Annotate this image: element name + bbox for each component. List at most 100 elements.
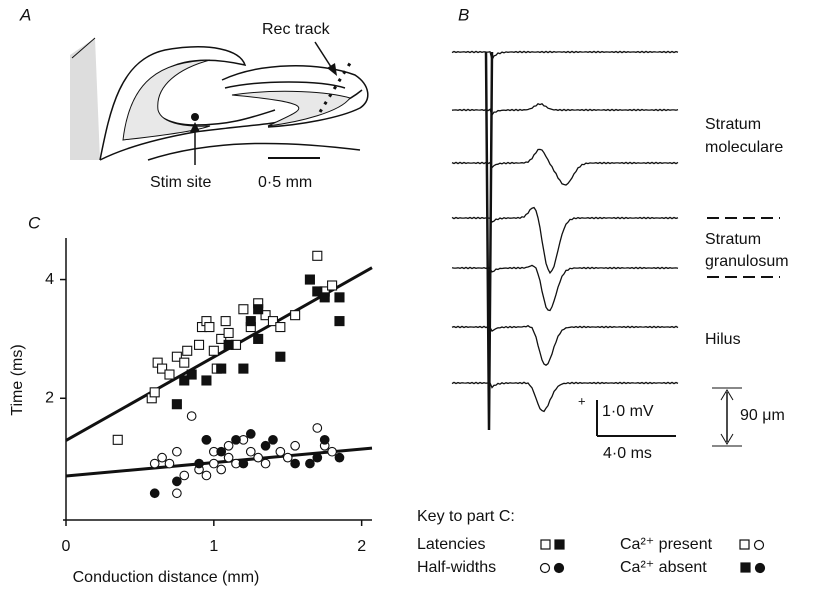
circle-point — [231, 434, 241, 445]
square-point — [186, 369, 197, 380]
square-point — [179, 357, 190, 368]
panel-label: A — [19, 5, 31, 24]
square-point — [253, 333, 264, 344]
circle-point — [186, 411, 197, 421]
circle-point — [282, 452, 293, 463]
square-point — [164, 369, 175, 380]
circle-point — [260, 458, 271, 469]
circle-point — [172, 446, 182, 457]
x-tick-label: 1 — [209, 538, 218, 555]
square-point — [223, 327, 234, 339]
traces — [451, 50, 679, 431]
layer-label: Hilus — [705, 331, 741, 348]
key-title: Key to part C: — [417, 508, 515, 525]
layer-label: granulosum — [705, 253, 789, 270]
key-entry: Latencies — [417, 536, 486, 553]
label: 4·0 ms — [603, 445, 652, 462]
square-point — [260, 310, 271, 321]
square-point — [253, 304, 264, 315]
y-tick-label: 4 — [45, 271, 54, 288]
label: 1·0 mV — [602, 403, 654, 420]
circle-point — [201, 470, 212, 481]
scatter-chart: Conduction distance (mm) Time (ms) 0 1 2 2 4 — [9, 238, 373, 586]
circle-point — [290, 440, 300, 451]
square-point — [216, 333, 227, 344]
trace — [451, 324, 679, 366]
panel-label: C — [28, 213, 41, 232]
stimulus-artifact — [484, 51, 494, 431]
layer-label: moleculare — [705, 139, 783, 156]
key-symbols — [539, 539, 766, 574]
circle-point — [275, 446, 286, 457]
square-point — [149, 387, 160, 398]
circle-point — [327, 446, 337, 457]
y-axis-label: Time (ms) — [9, 344, 26, 415]
panel-label: B — [458, 5, 469, 24]
square-point — [334, 316, 345, 327]
square-point — [204, 321, 215, 333]
circle-point — [334, 452, 345, 463]
square-point — [290, 310, 301, 321]
key-entry: Half-widths — [417, 559, 496, 576]
square-point — [334, 292, 345, 303]
depth-arrow — [712, 387, 742, 447]
key-entry: Ca²⁺ absent — [620, 559, 707, 576]
circle-point — [149, 458, 160, 469]
square-point — [171, 399, 182, 410]
square-point — [245, 316, 256, 327]
square-point — [312, 250, 323, 261]
hippocampus-drawing — [70, 37, 369, 165]
circle-point — [260, 440, 271, 451]
label: Stim site — [150, 174, 211, 191]
x-tick-label: 0 — [62, 538, 71, 555]
square-point — [312, 286, 323, 297]
circle-point — [223, 452, 234, 463]
label: 0·5 mm — [258, 174, 312, 191]
circle-point — [201, 434, 212, 445]
circle-point — [172, 476, 182, 487]
circle-point — [305, 458, 315, 469]
square-point — [304, 274, 315, 285]
circle-point — [245, 429, 256, 439]
square-point — [171, 351, 182, 362]
circle-point — [194, 458, 204, 469]
circle-point — [179, 470, 190, 481]
x-axis-label: Conduction distance (mm) — [73, 569, 260, 586]
trace — [451, 103, 679, 117]
square-point — [238, 363, 249, 374]
circle-point — [208, 458, 219, 469]
square-point — [319, 292, 330, 303]
circle-point — [149, 488, 160, 499]
square-point — [223, 339, 234, 350]
fit-line — [65, 446, 373, 478]
circle-point — [245, 446, 256, 457]
square-point — [182, 345, 193, 356]
square-point — [238, 304, 249, 315]
square-point — [193, 339, 205, 350]
circle-point — [312, 452, 323, 463]
label: Rec track — [262, 21, 331, 38]
circle-point — [157, 452, 167, 463]
square-point — [220, 316, 231, 327]
layer-label: Stratum — [705, 231, 761, 248]
square-point — [208, 345, 219, 356]
square-point — [179, 375, 190, 386]
key-entry: Ca²⁺ present — [620, 536, 713, 553]
square-point — [267, 316, 279, 327]
square-point — [201, 375, 212, 386]
circle-point — [290, 458, 300, 469]
circle-point — [238, 458, 249, 469]
circle-point — [172, 488, 182, 499]
circle-point — [319, 434, 330, 445]
circle-point — [253, 452, 264, 463]
square-point — [327, 280, 338, 291]
square-point — [216, 363, 227, 374]
layer-label: Stratum — [705, 116, 761, 133]
circle-point — [216, 464, 227, 475]
label: 90 μm — [740, 407, 785, 424]
label: + — [578, 393, 586, 408]
square-point — [112, 434, 123, 445]
trace — [451, 50, 679, 62]
circle-point — [223, 440, 234, 451]
